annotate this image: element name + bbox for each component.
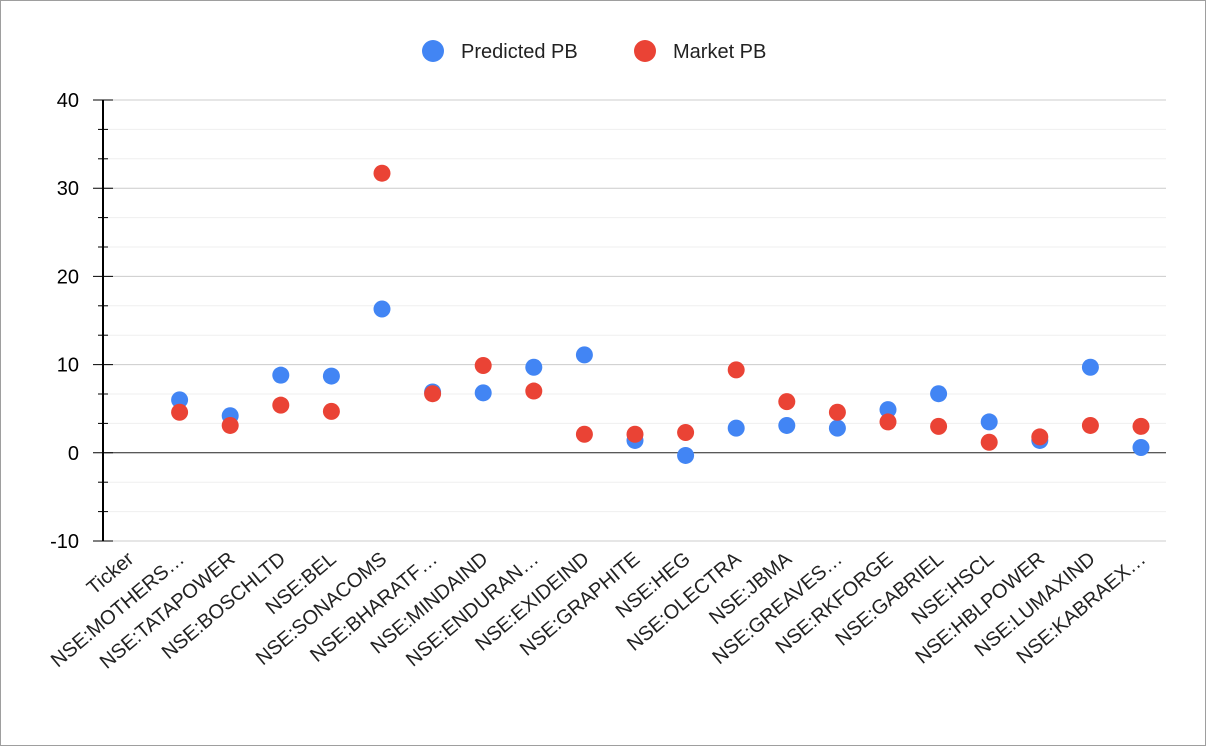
market-pb-point — [1081, 416, 1099, 434]
market-pb-point — [575, 425, 593, 443]
y-tick-label: 10 — [57, 355, 79, 377]
predicted-pb-point — [930, 385, 948, 403]
market-pb-point — [1031, 428, 1049, 446]
market-pb-point — [778, 393, 796, 411]
predicted-pb-point — [322, 367, 340, 385]
predicted-pb-point — [171, 391, 189, 409]
predicted-pb-point — [1081, 358, 1099, 376]
legend-marker — [634, 40, 656, 62]
y-tick-label: 20 — [57, 266, 79, 288]
market-pb-point — [879, 413, 897, 431]
market-pb-point — [272, 396, 290, 414]
predicted-pb-point — [1132, 439, 1150, 457]
predicted-pb-point — [980, 413, 998, 431]
predicted-pb-point — [828, 419, 846, 437]
market-pb-point — [677, 424, 695, 442]
legend-label: Market PB — [673, 41, 766, 63]
y-tick-label: -10 — [50, 531, 79, 553]
predicted-pb-point — [575, 346, 593, 364]
market-pb-point — [424, 385, 442, 403]
market-pb-point — [171, 403, 189, 421]
predicted-pb-point — [778, 416, 796, 434]
predicted-pb-point — [373, 300, 391, 318]
market-pb-point — [626, 425, 644, 443]
market-pb-point — [525, 382, 543, 400]
predicted-pb-point — [525, 358, 543, 376]
market-pb-point — [322, 402, 340, 420]
market-pb-point — [828, 403, 846, 421]
market-pb-point — [930, 417, 948, 435]
market-pb-point — [980, 433, 998, 451]
legend-label: Predicted PB — [461, 41, 578, 63]
predicted-pb-point — [474, 384, 492, 402]
market-pb-point — [1132, 417, 1150, 435]
y-tick-label: 40 — [57, 90, 79, 112]
predicted-pb-point — [879, 401, 897, 419]
predicted-pb-point — [272, 366, 290, 384]
market-pb-point — [474, 356, 492, 374]
predicted-pb-point — [727, 419, 745, 437]
y-tick-label: 30 — [57, 178, 79, 200]
y-tick-label: 0 — [68, 443, 79, 465]
market-pb-point — [221, 416, 239, 434]
predicted-pb-point — [677, 446, 695, 464]
market-pb-point — [373, 164, 391, 182]
market-pb-point — [727, 361, 745, 379]
legend-marker — [422, 40, 444, 62]
